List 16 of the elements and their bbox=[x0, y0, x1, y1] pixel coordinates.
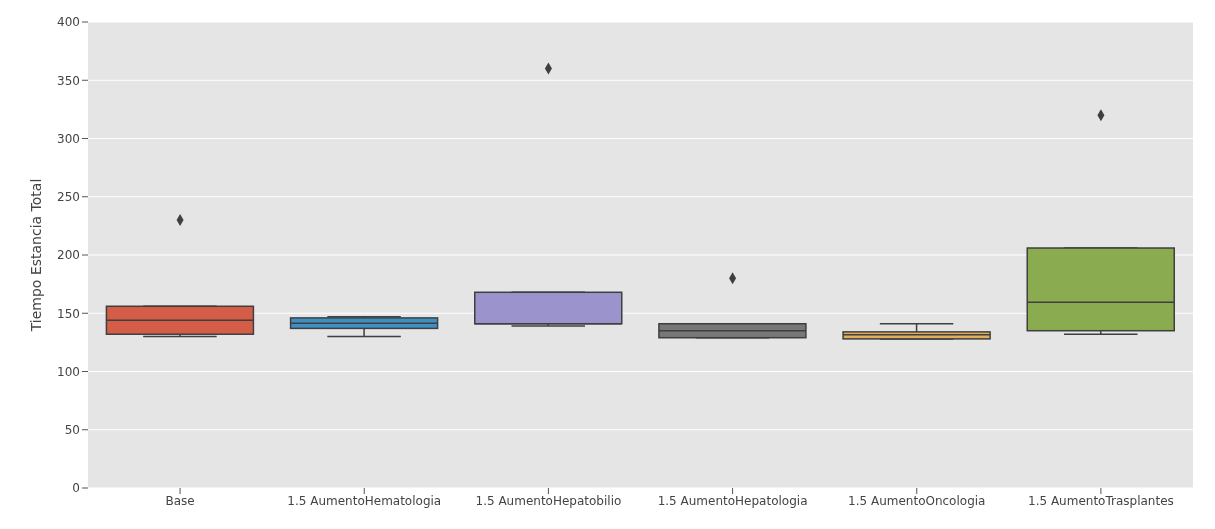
y-tick-label: 350 bbox=[57, 73, 80, 88]
x-tick-label: 1.5 AumentoHepatobilio bbox=[475, 493, 622, 508]
y-tick-label: 100 bbox=[57, 364, 80, 379]
y-axis-title: Tiempo Estancia Total bbox=[27, 178, 44, 333]
y-tick-label: 300 bbox=[57, 131, 80, 146]
x-tick-label: Base bbox=[165, 493, 195, 508]
y-tick-label: 250 bbox=[57, 190, 80, 205]
y-tick-label: 0 bbox=[72, 481, 80, 496]
x-tick-label: 1.5 AumentoHematologia bbox=[287, 493, 442, 508]
y-tick-label: 150 bbox=[57, 306, 80, 321]
y-tick-label: 50 bbox=[64, 423, 80, 438]
y-tick-label: 200 bbox=[57, 248, 80, 263]
x-tick-label: 1.5 AumentoHepatologia bbox=[657, 493, 808, 508]
x-tick-label: 1.5 AumentoTrasplantes bbox=[1028, 493, 1174, 508]
y-tick-label: 400 bbox=[57, 15, 80, 30]
x-tick-label: 1.5 AumentoOncologia bbox=[848, 493, 986, 508]
